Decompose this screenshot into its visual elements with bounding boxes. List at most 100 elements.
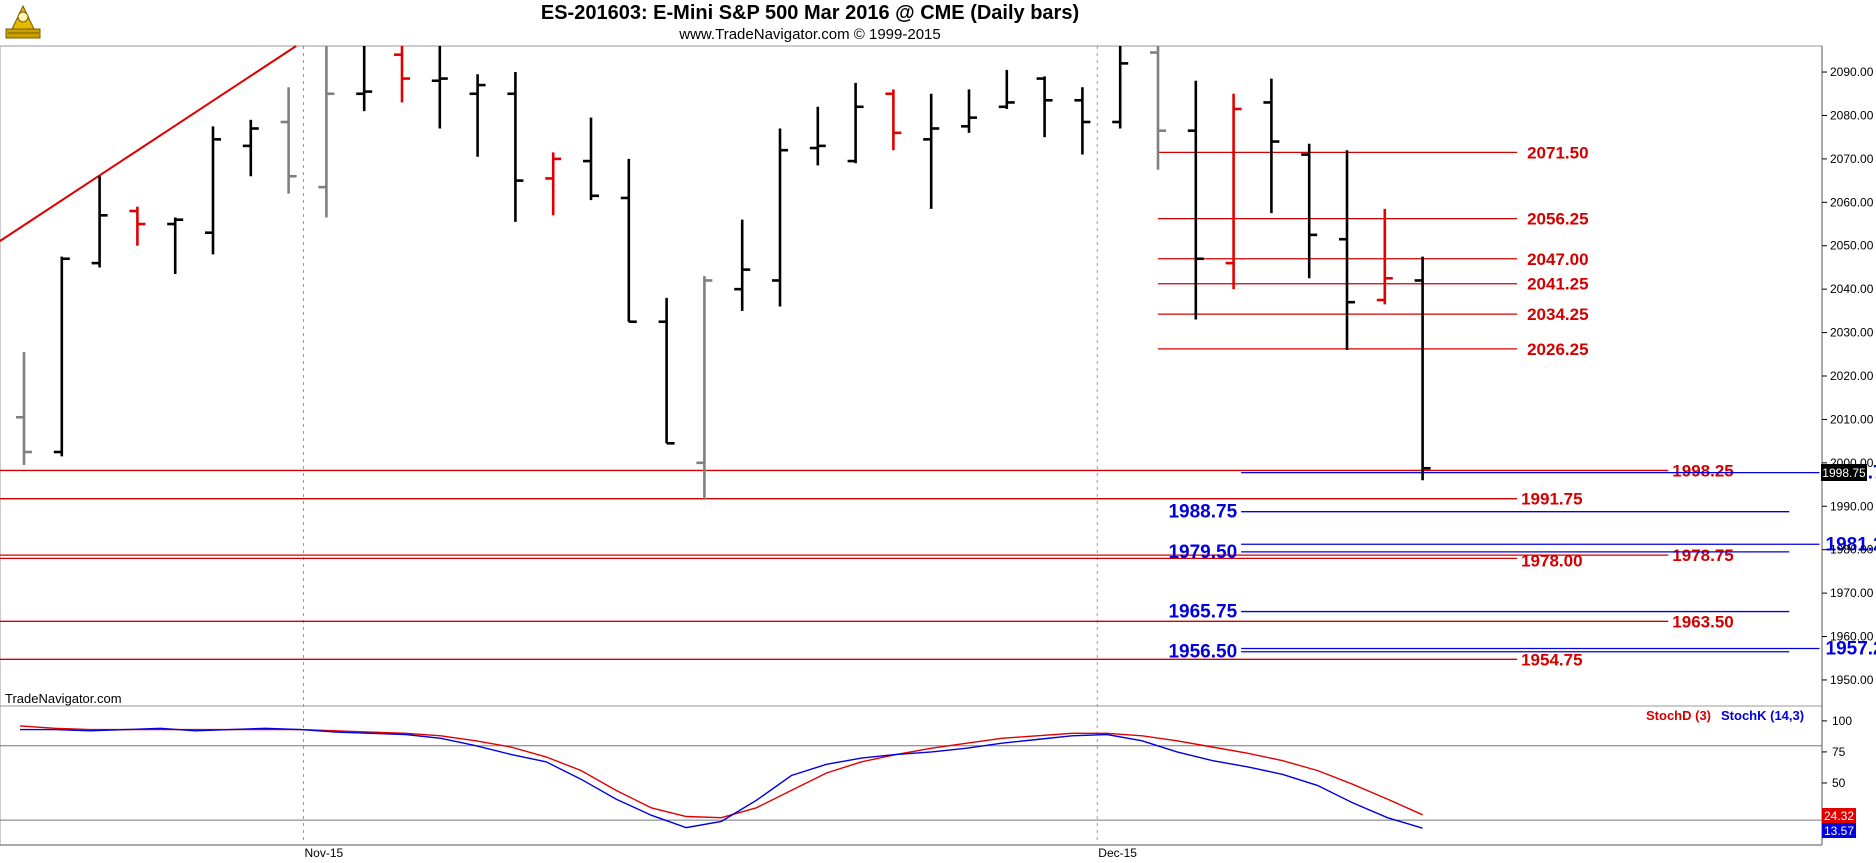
level-label: 2026.25 bbox=[1527, 340, 1588, 359]
level-label: 2041.25 bbox=[1527, 275, 1588, 294]
ohlc-bar bbox=[1112, 46, 1129, 129]
ohlc-bar bbox=[809, 106, 826, 166]
trendline bbox=[0, 45, 297, 243]
ohlc-bar bbox=[847, 82, 864, 164]
ohlc-bar bbox=[129, 206, 146, 246]
price-tick-label: 2080.00 bbox=[1830, 108, 1874, 122]
price-tick-label: 2060.00 bbox=[1830, 195, 1874, 209]
last-price-label: 1998.75 bbox=[1822, 466, 1866, 480]
price-levels: 2071.50 2056.25 2047.00 2041.25 2034.25 2026.… bbox=[0, 143, 1876, 669]
price-tick-label: 1980.00 bbox=[1830, 543, 1874, 557]
level-label: 1978.00 bbox=[1521, 551, 1582, 570]
date-axis: Nov-15 Dec-15 bbox=[305, 846, 1138, 860]
chart-title: ES-201603: E-Mini S&P 500 Mar 2016 @ CME… bbox=[540, 2, 1080, 24]
trendline-segment bbox=[0, 45, 297, 243]
date-axis-area bbox=[0, 845, 1876, 863]
stochd-value-badge bbox=[1822, 808, 1856, 823]
date-separator-lines bbox=[303, 46, 1098, 845]
legend-stochd: StochD (3) bbox=[1646, 708, 1711, 723]
stochd-line bbox=[19, 725, 1423, 819]
ohlc-bar bbox=[507, 72, 524, 222]
stoch-panel-border bbox=[0, 705, 1823, 846]
ohlc-bar bbox=[583, 117, 599, 201]
price-tick-label: 2050.00 bbox=[1830, 239, 1874, 253]
price-tick-label: 1960.00 bbox=[1830, 630, 1874, 644]
stochk-value-label: 13.57 bbox=[1824, 824, 1854, 838]
ohlc-bar bbox=[545, 152, 562, 216]
level-label: 1981.25 bbox=[1826, 534, 1876, 555]
price-tick-label: 2070.00 bbox=[1830, 152, 1874, 166]
date-tick-label: Dec-15 bbox=[1098, 846, 1137, 860]
ohlc-bars bbox=[16, 46, 1431, 500]
ohlc-bar bbox=[16, 352, 32, 466]
ohlc-bar bbox=[1225, 93, 1242, 290]
ohlc-bar bbox=[620, 158, 637, 324]
price-tick-label: 1990.00 bbox=[1830, 499, 1874, 513]
ohlc-bar bbox=[394, 46, 410, 103]
price-axis: 2090.00 2080.00 2070.00 2060.00 2050.00 2040.… bbox=[1822, 65, 1874, 687]
price-tick-label: 2020.00 bbox=[1830, 369, 1874, 383]
date-tick-label: Nov-15 bbox=[305, 846, 344, 860]
price-tick-label: 1950.00 bbox=[1830, 673, 1874, 687]
last-price-badge: 1998.75 bbox=[1821, 464, 1867, 481]
ohlc-bar bbox=[696, 276, 713, 500]
trade-navigator-logo-icon bbox=[5, 4, 41, 39]
legend-stochk: StochK (14,3) bbox=[1721, 708, 1804, 723]
ohlc-bar bbox=[885, 89, 902, 151]
ohlc-bar bbox=[658, 297, 675, 445]
ohlc-bar bbox=[356, 46, 373, 112]
level-label: 1979.50 bbox=[1168, 542, 1237, 563]
ohlc-bar bbox=[318, 46, 335, 218]
ohlc-bar bbox=[1036, 76, 1053, 138]
stoch-tick-label: 100 bbox=[1832, 714, 1852, 728]
ohlc-bar bbox=[1301, 143, 1318, 279]
stochd-value-label: 24.32 bbox=[1824, 809, 1854, 823]
stoch-tick-label: 75 bbox=[1832, 745, 1846, 759]
level-label: 2056.25 bbox=[1527, 210, 1588, 229]
stochk-value-badge bbox=[1822, 823, 1856, 838]
ohlc-bar bbox=[91, 176, 108, 268]
level-label: 1963.50 bbox=[1672, 612, 1733, 631]
price-tick-label: 2090.00 bbox=[1830, 65, 1874, 79]
stoch-tick-label: 50 bbox=[1832, 776, 1846, 790]
ohlc-bar bbox=[431, 46, 448, 129]
ohlc-bar bbox=[923, 93, 940, 209]
price-tick-label: 1970.00 bbox=[1830, 586, 1874, 600]
level-label: 1998.25 bbox=[1672, 461, 1733, 480]
level-label: 2047.00 bbox=[1527, 250, 1588, 269]
ohlc-bar bbox=[734, 219, 751, 311]
ohlc-bar bbox=[53, 256, 70, 457]
ohlc-bar bbox=[280, 87, 297, 194]
ohlc-bar bbox=[167, 217, 184, 274]
ohlc-bar bbox=[998, 69, 1015, 109]
level-label: 1991.75 bbox=[1521, 490, 1582, 509]
level-label: 1965.75 bbox=[1168, 602, 1237, 623]
ohlc-bar bbox=[1339, 150, 1355, 350]
ohlc-bar bbox=[1187, 80, 1204, 320]
level-label: 1957.25 bbox=[1826, 638, 1876, 659]
ohlc-bar bbox=[1074, 87, 1091, 155]
level-label: 1954.75 bbox=[1521, 650, 1582, 669]
chart-subtitle: www.TradeNavigator.com © 1999-2015 bbox=[679, 26, 941, 43]
level-label: 1988.75 bbox=[1168, 502, 1237, 523]
ohlc-bar bbox=[1414, 256, 1431, 481]
stochk-line bbox=[20, 727, 1423, 829]
ohlc-bar bbox=[772, 128, 788, 307]
ohlc-bar bbox=[1376, 208, 1393, 305]
ohlc-bar bbox=[242, 119, 259, 177]
ohlc-bar bbox=[205, 126, 221, 255]
ohlc-bar bbox=[469, 74, 486, 157]
price-panel-frame bbox=[0, 45, 1876, 863]
level-label: 1956.50 bbox=[1168, 642, 1237, 663]
level-label: 2071.50 bbox=[1527, 143, 1588, 162]
price-tick-label: 2010.00 bbox=[1830, 412, 1874, 426]
price-tick-label: 2040.00 bbox=[1830, 282, 1874, 296]
level-label: 1978.75 bbox=[1672, 546, 1733, 565]
ohlc-bar bbox=[1263, 78, 1280, 214]
level-label: 2034.25 bbox=[1527, 305, 1588, 324]
watermark-text: TradeNavigator.com bbox=[5, 691, 122, 706]
ohlc-bar bbox=[1150, 46, 1166, 170]
price-tick-label: 2030.00 bbox=[1830, 326, 1874, 340]
